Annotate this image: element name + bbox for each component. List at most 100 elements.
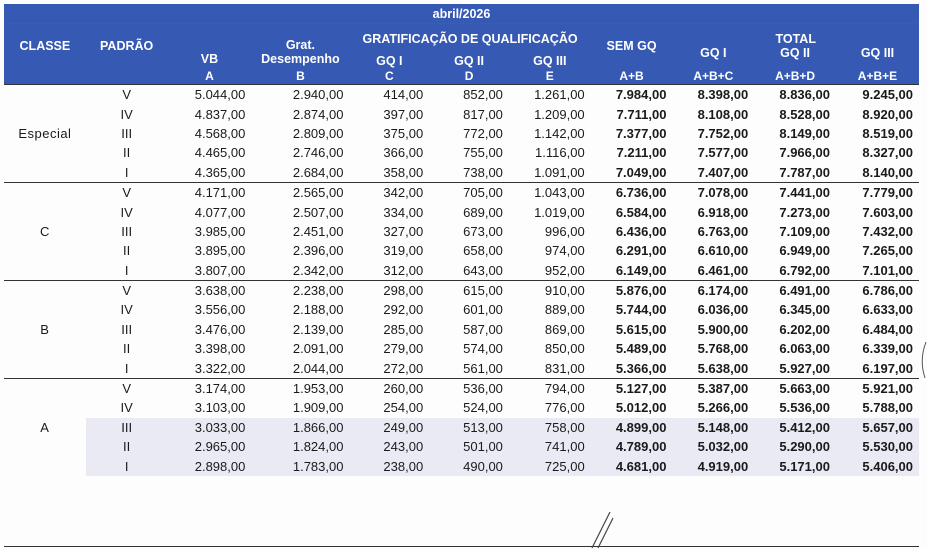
cell-vb: 3.895,00 bbox=[194, 243, 246, 259]
cell-vb: 3.033,00 bbox=[167, 417, 252, 438]
cell-gq2: 772,00 bbox=[463, 125, 503, 141]
cell-gq3: 741,00 bbox=[508, 437, 591, 457]
cell-gq2: 490,00 bbox=[429, 456, 509, 476]
code-vb: A bbox=[167, 68, 252, 85]
header-gratificacao-qualificacao: GRATIFICAÇÃO DE QUALIFICAÇÃO bbox=[349, 23, 591, 46]
cell-vb: 3.398,00 bbox=[194, 341, 246, 357]
cell-sem-gq: 5.366,00 bbox=[615, 360, 667, 376]
cell-sem-gq: 5.876,00 bbox=[590, 279, 673, 301]
cell-total-gq2: 6.063,00 bbox=[779, 341, 830, 357]
cell-sem-gq: 7.049,00 bbox=[615, 164, 667, 180]
cell-gq2: 852,00 bbox=[429, 84, 509, 105]
header-total-gq1: GQ I bbox=[672, 46, 755, 68]
cell-sem-gq: 4.899,00 bbox=[590, 417, 673, 438]
cell-grat-desempenho: 1.909,00 bbox=[292, 400, 344, 416]
cell-sem-gq: 5.127,00 bbox=[590, 377, 673, 399]
cell-gq1: 414,00 bbox=[349, 84, 430, 105]
cell-total-gq1: 5.900,00 bbox=[697, 321, 749, 337]
cell-grat-desempenho: 2.396,00 bbox=[292, 243, 344, 259]
cell-total-gq3: 7.779,00 bbox=[835, 181, 919, 203]
cell-sem-gq: 6.736,00 bbox=[590, 181, 673, 203]
cell-total-gq1: 5.768,00 bbox=[697, 341, 749, 357]
cell-grat-desempenho: 2.684,00 bbox=[292, 164, 344, 180]
header-padrao: PADRÃO bbox=[85, 23, 168, 68]
cell-gq1: 238,00 bbox=[349, 456, 430, 476]
cell-padrao: IV bbox=[120, 400, 133, 416]
cell-gq3: 758,00 bbox=[508, 417, 591, 438]
table-body: Especial V 5.044,00 2.940,00 414,00 852,00 1.2… bbox=[4, 84, 919, 476]
cell-gq1: 358,00 bbox=[383, 164, 424, 180]
cell-gq2: 536,00 bbox=[429, 377, 509, 399]
cell-gq2: 601,00 bbox=[463, 302, 503, 318]
cell-padrao: III bbox=[121, 321, 133, 337]
cell-padrao: I bbox=[85, 456, 168, 476]
cell-classe: Especial bbox=[4, 84, 86, 183]
table-row: III 4.568,00 2.809,00 375,00 772,00 1.142,00 7… bbox=[4, 124, 919, 143]
cell-padrao: IV bbox=[120, 204, 133, 220]
cell-gq1: 298,00 bbox=[349, 279, 430, 301]
cell-gq2: 643,00 bbox=[463, 262, 503, 278]
cell-total-gq3: 5.406,00 bbox=[835, 456, 919, 476]
cell-gq2: 615,00 bbox=[429, 279, 509, 301]
table-row: II 4.465,00 2.746,00 366,00 755,00 1.116,00 7.… bbox=[4, 143, 919, 162]
cell-total-gq2: 5.412,00 bbox=[754, 417, 836, 438]
header-total-gq2: GQ II bbox=[754, 46, 836, 68]
header-grat-desempenho: Grat. Desempenho bbox=[251, 23, 350, 68]
code-grat: B bbox=[251, 68, 350, 85]
cell-total-gq2: 5.536,00 bbox=[779, 400, 830, 416]
cell-grat-desempenho: 2.044,00 bbox=[292, 360, 344, 376]
cell-total-gq2: 7.441,00 bbox=[754, 181, 836, 203]
cell-gq1: 292,00 bbox=[383, 302, 424, 318]
cell-sem-gq: 5.489,00 bbox=[615, 341, 667, 357]
cell-vb: 3.174,00 bbox=[167, 377, 252, 399]
table-row: IV 4.077,00 2.507,00 334,00 689,00 1.019,00 6.… bbox=[4, 202, 919, 221]
cell-vb: 5.044,00 bbox=[167, 84, 252, 105]
cell-grat-desempenho: 2.451,00 bbox=[292, 223, 344, 239]
cell-grat-desempenho: 1.953,00 bbox=[251, 377, 350, 399]
cell-gq2: 524,00 bbox=[463, 400, 503, 416]
cell-padrao: III bbox=[121, 125, 133, 141]
cell-grat-desempenho: 2.188,00 bbox=[292, 302, 344, 318]
cell-total-gq3: 8.327,00 bbox=[862, 145, 913, 161]
cell-padrao: II bbox=[123, 341, 131, 357]
cell-grat-desempenho: 2.238,00 bbox=[251, 279, 350, 301]
header-total: TOTAL bbox=[672, 23, 919, 46]
cell-total-gq1: 5.148,00 bbox=[672, 417, 755, 438]
cell-vb: 2.965,00 bbox=[167, 437, 252, 457]
cell-classe: A bbox=[4, 377, 86, 476]
code-total-gq3: A+B+E bbox=[835, 68, 919, 85]
cell-total-gq3: 8.920,00 bbox=[862, 106, 913, 122]
cell-sem-gq: 5.744,00 bbox=[615, 302, 667, 318]
code-classe bbox=[4, 68, 86, 85]
cell-sem-gq: 5.615,00 bbox=[615, 321, 667, 337]
header-vb: VB bbox=[167, 23, 252, 68]
cell-gq2: 755,00 bbox=[463, 145, 503, 161]
cell-vb: 3.807,00 bbox=[194, 262, 246, 278]
cell-padrao: III bbox=[85, 417, 168, 438]
cell-total-gq3: 8.140,00 bbox=[862, 164, 913, 180]
cell-padrao: V bbox=[85, 377, 168, 399]
cell-total-gq2: 8.836,00 bbox=[754, 84, 836, 105]
cell-vb: 4.568,00 bbox=[194, 125, 246, 141]
cell-vb: 4.365,00 bbox=[194, 164, 246, 180]
cell-gq2: 673,00 bbox=[463, 223, 503, 239]
cell-total-gq1: 7.078,00 bbox=[672, 181, 755, 203]
cell-total-gq3: 5.921,00 bbox=[835, 377, 919, 399]
cell-gq2: 501,00 bbox=[429, 437, 509, 457]
cell-total-gq2: 6.202,00 bbox=[779, 321, 830, 337]
cell-vb: 4.837,00 bbox=[194, 106, 246, 122]
cell-total-gq1: 4.919,00 bbox=[672, 456, 755, 476]
cell-vb: 3.638,00 bbox=[167, 279, 252, 301]
cell-classe: C bbox=[4, 181, 86, 281]
cell-gq2: 587,00 bbox=[463, 321, 503, 337]
header-grat-line1: Grat. bbox=[285, 38, 315, 52]
cell-padrao: I bbox=[124, 262, 129, 278]
salary-table: abril/2026 CLASSE PADRÃO VB Grat. Desemp… bbox=[4, 4, 919, 476]
table-row: I 3.807,00 2.342,00 312,00 643,00 952,00 6.149… bbox=[4, 261, 919, 281]
cell-sem-gq: 4.789,00 bbox=[590, 437, 673, 457]
cell-total-gq2: 7.787,00 bbox=[779, 164, 830, 180]
cell-gq3: 1.209,00 bbox=[534, 106, 585, 122]
cell-total-gq2: 6.491,00 bbox=[754, 279, 836, 301]
cell-gq3: 776,00 bbox=[544, 400, 585, 416]
cell-gq1: 254,00 bbox=[383, 400, 424, 416]
